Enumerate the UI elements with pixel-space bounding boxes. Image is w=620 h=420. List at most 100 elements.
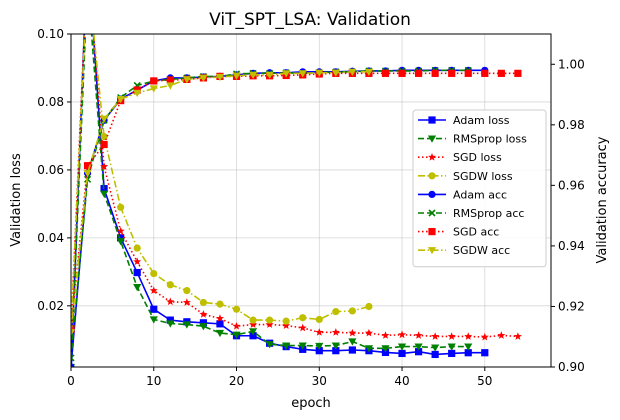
data-point: [381, 331, 390, 339]
data-point: [348, 307, 356, 315]
data-point: [298, 342, 307, 350]
data-point: [166, 82, 175, 90]
axes: 0 10 20 30 40 50 0.02 0.04 0.06 0.08 0.10 0.90 0.92 0…: [37, 27, 584, 388]
data-point: [182, 321, 191, 329]
data-point: [166, 320, 175, 328]
legend-entry: SGD acc: [418, 226, 499, 239]
legend-label: Adam acc: [453, 188, 507, 201]
data-point: [348, 338, 357, 346]
data-point: [166, 76, 174, 84]
y-left-tick-label: 0.08: [37, 95, 64, 109]
data-point: [248, 71, 258, 79]
data-point: [282, 317, 290, 325]
legend-entry: RMSprop loss: [418, 133, 527, 146]
data-point: [133, 89, 142, 98]
y-left-tick-label: 0.02: [37, 299, 64, 313]
data-point: [71, 329, 76, 337]
data-point: [149, 85, 158, 93]
data-point: [232, 331, 241, 339]
data-point: [232, 305, 241, 313]
data-point: [215, 329, 225, 338]
legend-marker: [427, 135, 437, 143]
data-point: [448, 69, 456, 77]
data-point: [398, 330, 407, 339]
x-axis-label: epoch: [291, 396, 331, 411]
legend-label: SGD loss: [453, 151, 502, 164]
legend-label: SGDW acc: [453, 244, 510, 257]
data-point: [315, 342, 324, 351]
legend-label: SGDW loss: [453, 170, 513, 183]
data-point: [431, 350, 439, 359]
data-point: [315, 328, 324, 336]
legend-marker: [428, 116, 436, 124]
data-point: [398, 349, 406, 358]
data-point: [447, 332, 456, 340]
data-point: [71, 354, 75, 362]
data-point: [199, 323, 208, 331]
data-point: [431, 344, 440, 352]
data-point: [83, 170, 92, 178]
series-line: [71, 34, 518, 338]
data-point: [166, 297, 175, 306]
data-point: [232, 322, 241, 330]
data-point: [100, 140, 108, 149]
data-point: [298, 323, 307, 332]
data-point: [299, 314, 307, 322]
data-point: [332, 308, 340, 316]
chart-title: ViT_SPT_LSA: Validation: [209, 10, 411, 30]
legend-label: SGD acc: [453, 226, 499, 239]
data-point: [282, 342, 291, 350]
data-point: [397, 343, 407, 351]
data-point: [414, 343, 423, 351]
data-point: [149, 286, 158, 294]
data-point: [149, 316, 158, 324]
data-point: [315, 69, 324, 77]
y-right-tick-label: 0.96: [558, 178, 585, 192]
legend-label: Adam loss: [453, 114, 510, 127]
data-point: [133, 268, 141, 277]
legend-marker: [428, 190, 436, 198]
data-point: [249, 320, 258, 328]
data-point: [364, 68, 374, 76]
data-point: [331, 69, 340, 77]
data-point: [166, 316, 174, 324]
data-point: [464, 349, 472, 357]
legend-label: RMSprop acc: [453, 207, 524, 220]
series-line: [71, 69, 469, 358]
y-right-tick-label: 0.92: [558, 299, 585, 313]
y-axis-left-label: Validation loss: [9, 153, 24, 247]
data-point: [249, 316, 257, 324]
legend-marker: [428, 153, 436, 161]
data-point: [414, 69, 423, 77]
legend-entry: RMSprop acc: [418, 207, 524, 220]
data-point: [215, 73, 225, 82]
data-point: [100, 162, 109, 170]
legend-entry: SGDW loss: [418, 170, 513, 183]
data-point: [282, 70, 291, 78]
data-point: [464, 332, 473, 340]
data-point: [116, 95, 125, 104]
data-point: [331, 328, 340, 336]
series-line: [71, 34, 370, 330]
data-point: [365, 302, 373, 311]
data-point: [480, 332, 489, 341]
data-point: [513, 332, 522, 340]
data-point: [117, 203, 125, 211]
data-point: [332, 347, 340, 355]
data-point: [199, 298, 208, 307]
data-point: [150, 269, 158, 278]
legend-entry: SGD loss: [418, 151, 502, 164]
data-point: [315, 347, 323, 355]
data-point: [497, 331, 506, 339]
data-point: [265, 320, 274, 328]
data-point: [150, 305, 158, 313]
data-point: [117, 234, 125, 242]
y-left-tick-label: 0.04: [37, 231, 64, 245]
data-point: [481, 349, 489, 357]
data-point: [514, 69, 522, 77]
data-point: [100, 133, 108, 141]
data-point: [182, 76, 191, 84]
data-point: [265, 71, 274, 79]
y-left-tick-label: 0.10: [37, 27, 64, 41]
data-point: [133, 284, 142, 292]
